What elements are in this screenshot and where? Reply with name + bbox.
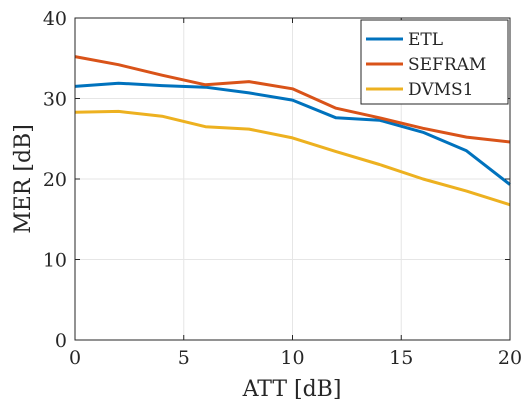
legend-label-sefram: SEFRAM — [408, 55, 486, 75]
series-line-etl — [74, 81, 511, 186]
x-tick-label: 0 — [69, 347, 81, 369]
legend: ETL SEFRAM DVMS1 — [360, 19, 509, 105]
y-axis-title: MER [dB] — [11, 124, 36, 234]
x-tick-label: 15 — [389, 347, 413, 369]
series-line-dvms1 — [74, 109, 511, 207]
x-axis-title: ATT [dB] — [242, 377, 342, 402]
legend-entries: ETL SEFRAM DVMS1 — [366, 30, 486, 100]
x-tick-label: 5 — [178, 347, 190, 369]
legend-label-dvms1: DVMS1 — [408, 80, 473, 100]
x-tick-label: 20 — [498, 347, 522, 369]
y-tick-label: 0 — [55, 330, 67, 352]
series-line-sefram — [74, 55, 511, 144]
y-tick-label: 30 — [43, 89, 67, 111]
axis-ticks: 0 5 10 15 20 0 10 20 30 40 — [43, 8, 522, 369]
legend-label-etl: ETL — [408, 30, 443, 50]
y-tick-label: 10 — [43, 250, 67, 272]
y-tick-label: 40 — [43, 8, 67, 30]
y-tick-label: 20 — [43, 169, 67, 191]
series-lines — [74, 55, 511, 207]
x-tick-label: 10 — [280, 347, 304, 369]
